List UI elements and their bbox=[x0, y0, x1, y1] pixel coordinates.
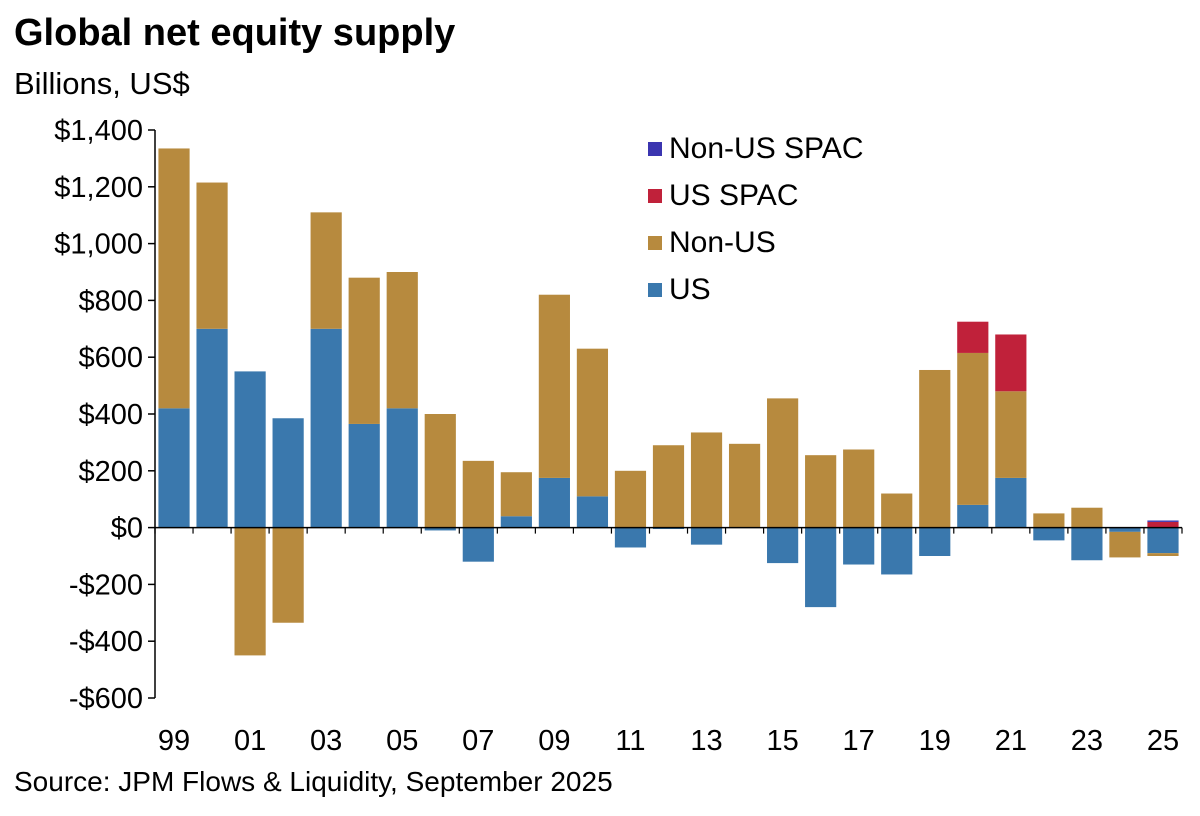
x-tick-label: 03 bbox=[310, 725, 342, 757]
legend-swatch-non-us bbox=[648, 236, 662, 250]
x-tick-label: 13 bbox=[690, 725, 722, 757]
bar-us-22 bbox=[1033, 527, 1065, 541]
bar-non-us-10 bbox=[576, 348, 609, 497]
legend-swatch-us bbox=[648, 283, 662, 297]
bars-layer bbox=[158, 148, 1179, 656]
bar-us-02 bbox=[272, 418, 304, 528]
bar-us-04 bbox=[348, 423, 380, 528]
x-tick-label: 15 bbox=[766, 725, 798, 757]
bar-us-spac-21 bbox=[995, 334, 1027, 392]
bar-us-spac-25 bbox=[1147, 521, 1179, 528]
bar-non-us-19 bbox=[919, 369, 951, 528]
bar-us-16 bbox=[805, 527, 837, 608]
axes-layer: $1,400 $1,200 $1,000 $800 $600 $400 $200 $0 -$20… bbox=[54, 115, 1183, 757]
bar-us-05 bbox=[386, 408, 418, 528]
bar-non-us-02 bbox=[272, 527, 304, 623]
legend-label-us-spac: US SPAC bbox=[669, 179, 798, 212]
bar-non-us-00 bbox=[196, 182, 228, 329]
bar-us-09 bbox=[538, 477, 570, 528]
bar-us-01 bbox=[234, 371, 266, 528]
chart-source: Source: JPM Flows & Liquidity, September… bbox=[14, 766, 613, 797]
legend: Non-US SPAC US SPAC Non-US US bbox=[648, 132, 864, 306]
bar-us-06 bbox=[424, 527, 456, 531]
x-tick-label: 09 bbox=[538, 725, 570, 757]
y-tick-label: -$600 bbox=[69, 683, 143, 715]
x-tick-label: 17 bbox=[843, 725, 875, 757]
y-tick-label: $0 bbox=[111, 513, 143, 545]
x-tick-label: 11 bbox=[615, 725, 645, 757]
bar-non-us-23 bbox=[1071, 507, 1103, 528]
bar-us-spac-20 bbox=[957, 321, 989, 353]
bar-non-us-03 bbox=[310, 212, 342, 329]
bar-non-us-25 bbox=[1147, 553, 1179, 556]
bar-non-us-22 bbox=[1033, 513, 1065, 528]
x-tick-label: 07 bbox=[462, 725, 494, 757]
bar-us-08 bbox=[500, 516, 532, 528]
bar-us-03 bbox=[310, 328, 342, 528]
legend-swatch-non-us-spac bbox=[648, 142, 662, 156]
legend-label-us: US bbox=[669, 273, 711, 306]
x-tick-label: 99 bbox=[158, 725, 190, 757]
bar-non-us-04 bbox=[348, 277, 380, 424]
x-tick-label: 05 bbox=[386, 725, 418, 757]
bar-non-us-24 bbox=[1109, 531, 1141, 558]
bar-non-us-06 bbox=[424, 414, 456, 528]
x-tick-label: 25 bbox=[1147, 725, 1179, 757]
bar-non-us-16 bbox=[805, 455, 837, 528]
bar-us-07 bbox=[462, 527, 494, 562]
y-tick-label: $600 bbox=[78, 342, 143, 374]
bar-non-us-07 bbox=[462, 460, 494, 528]
bar-us-21 bbox=[995, 477, 1027, 528]
chart-title: Global net equity supply bbox=[14, 12, 456, 54]
y-tick-label: $1,200 bbox=[54, 172, 143, 204]
x-tick-label: 01 bbox=[234, 725, 266, 757]
bar-us-11 bbox=[614, 527, 647, 548]
bar-non-us-01 bbox=[234, 527, 266, 656]
y-tick-label: $1,000 bbox=[54, 229, 143, 261]
bar-us-23 bbox=[1071, 527, 1103, 561]
bar-us-00 bbox=[196, 328, 228, 528]
bar-non-us-08 bbox=[500, 472, 532, 517]
bar-us-99 bbox=[158, 408, 190, 528]
bar-us-20 bbox=[957, 504, 989, 528]
bar-us-13 bbox=[690, 527, 723, 545]
bar-non-us-09 bbox=[538, 294, 570, 478]
y-tick-label: $1,400 bbox=[54, 115, 143, 147]
legend-label-non-us: Non-US bbox=[669, 226, 776, 259]
bar-non-us-11 bbox=[614, 470, 647, 528]
bar-non-us-18 bbox=[881, 493, 913, 528]
x-tick-label: 21 bbox=[995, 725, 1027, 757]
bar-non-us-21 bbox=[995, 391, 1027, 478]
bar-us-24 bbox=[1109, 527, 1141, 532]
bar-non-us-13 bbox=[690, 432, 723, 528]
bar-non-us-17 bbox=[843, 449, 875, 528]
y-tick-label: -$400 bbox=[69, 626, 143, 658]
x-tick-label: 23 bbox=[1071, 725, 1103, 757]
bar-non-us-14 bbox=[728, 443, 761, 528]
bar-us-18 bbox=[881, 527, 913, 575]
y-tick-label: $200 bbox=[78, 456, 143, 488]
y-tick-label: $400 bbox=[78, 399, 143, 431]
legend-swatch-us-spac bbox=[648, 189, 662, 203]
bar-non-us-12 bbox=[652, 445, 685, 528]
bar-us-25 bbox=[1147, 527, 1179, 554]
bar-non-us-05 bbox=[386, 272, 418, 409]
bar-us-17 bbox=[843, 527, 875, 565]
y-tick-label: $800 bbox=[78, 285, 143, 317]
bar-us-15 bbox=[767, 527, 799, 564]
x-tick-label: 19 bbox=[919, 725, 951, 757]
bar-non-us-99 bbox=[158, 148, 190, 409]
legend-label-non-us-spac: Non-US SPAC bbox=[669, 132, 864, 165]
chart-subtitle: Billions, US$ bbox=[14, 66, 190, 101]
bar-non-us-15 bbox=[767, 398, 799, 528]
y-tick-label: -$200 bbox=[69, 569, 143, 601]
bar-us-19 bbox=[919, 527, 951, 556]
bar-non-us-spac-25 bbox=[1147, 520, 1179, 522]
bar-us-10 bbox=[576, 496, 609, 528]
bar-non-us-20 bbox=[957, 352, 989, 505]
